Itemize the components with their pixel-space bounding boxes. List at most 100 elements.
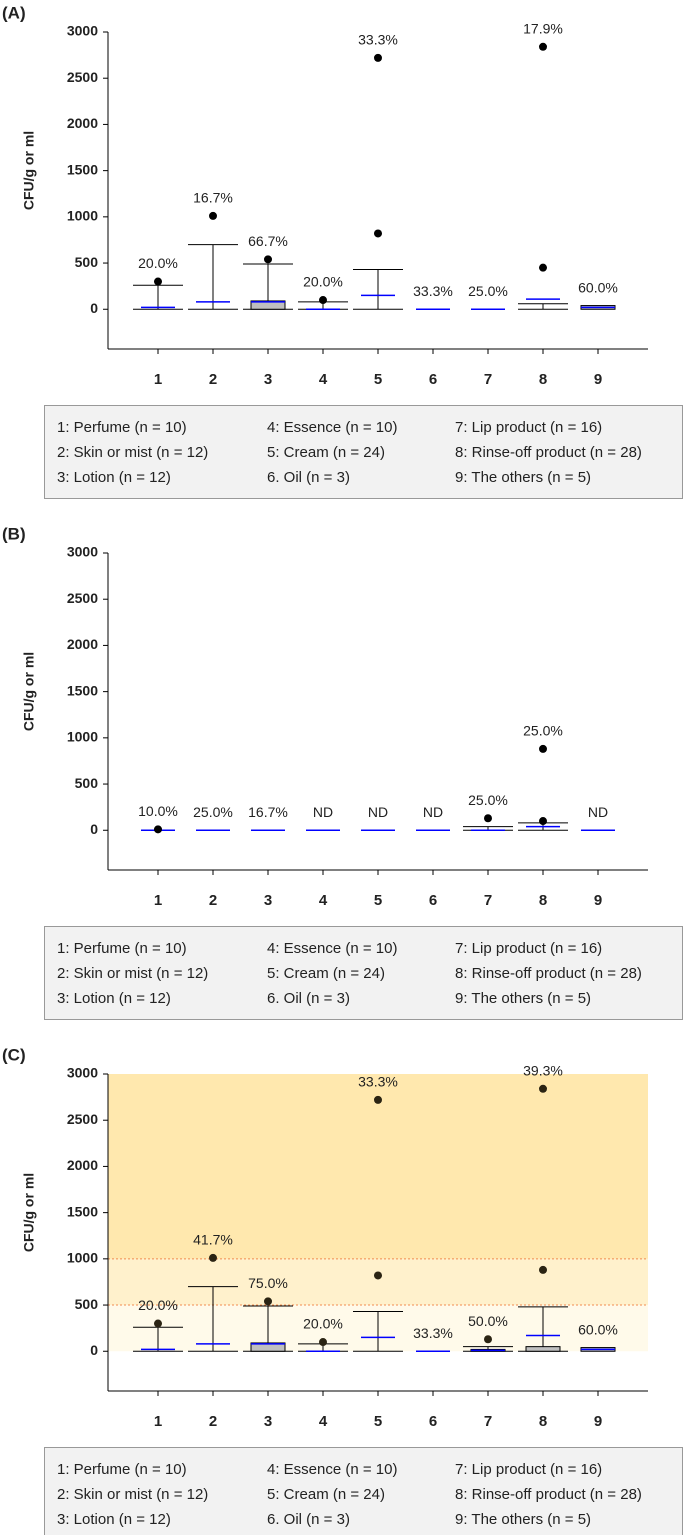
legend-entry: 8: Rinse-off product (n = 28) xyxy=(455,965,642,982)
x-tick-label: 3 xyxy=(264,371,272,388)
legend-entry: 9: The others (n = 5) xyxy=(455,469,591,486)
value-label: 25.0% xyxy=(468,283,508,299)
legend-entry: 4: Essence (n = 10) xyxy=(267,940,398,957)
outlier xyxy=(264,1297,272,1306)
band xyxy=(108,1258,648,1306)
x-tick-label: 6 xyxy=(429,892,437,909)
box xyxy=(250,1342,286,1352)
outlier xyxy=(539,744,547,753)
y-tick-label: 500 xyxy=(75,775,99,791)
x-tick-label: 1 xyxy=(154,371,162,388)
x-tick-label: 3 xyxy=(264,1413,272,1430)
x-tick-label: 2 xyxy=(209,371,217,388)
x-tick-label: 5 xyxy=(374,892,382,909)
y-axis-label: CFU/g or ml xyxy=(21,652,37,731)
legend-entry: 6. Oil (n = 3) xyxy=(267,1511,350,1528)
legend-entry: 7: Lip product (n = 16) xyxy=(455,1461,602,1478)
value-label: 75.0% xyxy=(248,1275,288,1291)
box xyxy=(525,1346,561,1352)
legend-box xyxy=(44,405,683,499)
panel: (A) 0 500 1000 1500 2000 2500 3000 CFU/g or ml 1 2… xyxy=(2,3,683,499)
legend-entry: 4: Essence (n = 10) xyxy=(267,1461,398,1478)
y-axis-label: CFU/g or ml xyxy=(21,131,37,210)
panel-label: (B) xyxy=(2,524,26,543)
x-tick-label: 2 xyxy=(209,1413,217,1430)
value-label: 25.0% xyxy=(193,804,233,820)
outlier xyxy=(484,814,492,823)
legend-entry: 4: Essence (n = 10) xyxy=(267,419,398,436)
legend-entry: 7: Lip product (n = 16) xyxy=(455,419,602,436)
legend-entry: 1: Perfume (n = 10) xyxy=(57,940,187,957)
value-label: 33.3% xyxy=(413,1325,453,1341)
legend-entry: 6. Oil (n = 3) xyxy=(267,469,350,486)
y-tick-label: 2500 xyxy=(67,590,98,606)
value-label: 33.3% xyxy=(358,32,398,48)
x-tick-label: 2 xyxy=(209,892,217,909)
value-label: ND xyxy=(423,804,443,820)
legend-entry: 7: Lip product (n = 16) xyxy=(455,940,602,957)
outlier xyxy=(374,53,382,62)
x-tick-label: 5 xyxy=(374,371,382,388)
legend-entry: 3: Lotion (n = 12) xyxy=(57,469,171,486)
y-tick-label: 500 xyxy=(75,254,99,270)
value-label: 16.7% xyxy=(193,190,233,206)
y-tick-label: 0 xyxy=(90,1342,98,1358)
y-tick-label: 3000 xyxy=(67,1065,98,1081)
x-tick-label: 4 xyxy=(319,371,328,388)
x-tick-label: 8 xyxy=(539,892,547,909)
legend-entry: 2: Skin or mist (n = 12) xyxy=(57,1486,208,1503)
legend-entry: 3: Lotion (n = 12) xyxy=(57,1511,171,1528)
value-label: 20.0% xyxy=(303,274,343,290)
panel-label: (A) xyxy=(2,3,26,22)
x-tick-label: 3 xyxy=(264,892,272,909)
y-tick-label: 1000 xyxy=(67,208,98,224)
x-tick-label: 5 xyxy=(374,1413,382,1430)
legend-entry: 5: Cream (n = 24) xyxy=(267,1486,385,1503)
x-tick-label: 9 xyxy=(594,371,602,388)
panel: (B) 0 500 1000 1500 2000 2500 3000 CFU/g or ml 1 1… xyxy=(2,524,683,1020)
x-tick-label: 1 xyxy=(154,892,162,909)
legend-entry: 9: The others (n = 5) xyxy=(455,1511,591,1528)
y-tick-label: 1000 xyxy=(67,1250,98,1266)
y-tick-label: 0 xyxy=(90,821,98,837)
value-label: ND xyxy=(313,804,333,820)
legend-entry: 3: Lotion (n = 12) xyxy=(57,990,171,1007)
legend-box xyxy=(44,926,683,1020)
y-tick-label: 0 xyxy=(90,300,98,316)
legend-entry: 1: Perfume (n = 10) xyxy=(57,419,187,436)
box xyxy=(250,300,286,310)
value-label: 17.9% xyxy=(523,20,563,36)
y-tick-label: 1500 xyxy=(67,161,98,177)
y-tick-label: 500 xyxy=(75,1296,99,1312)
x-tick-label: 7 xyxy=(484,371,492,388)
outlier xyxy=(319,296,327,305)
value-label: 16.7% xyxy=(248,804,288,820)
outlier xyxy=(154,277,162,286)
value-label: 25.0% xyxy=(468,792,508,808)
y-tick-label: 2500 xyxy=(67,69,98,85)
x-tick-label: 7 xyxy=(484,1413,492,1430)
y-tick-label: 3000 xyxy=(67,544,98,560)
x-tick-label: 6 xyxy=(429,1413,437,1430)
y-tick-label: 1500 xyxy=(67,682,98,698)
value-label: 33.3% xyxy=(413,283,453,299)
x-tick-label: 8 xyxy=(539,1413,547,1430)
value-label: 20.0% xyxy=(303,1316,343,1332)
value-label: 60.0% xyxy=(578,279,618,295)
x-tick-label: 1 xyxy=(154,1413,162,1430)
legend-entry: 2: Skin or mist (n = 12) xyxy=(57,444,208,461)
x-tick-label: 4 xyxy=(319,1413,328,1430)
y-tick-label: 2500 xyxy=(67,1111,98,1127)
value-label: 39.3% xyxy=(523,1062,563,1078)
outlier xyxy=(209,1253,217,1262)
legend-entry: 9: The others (n = 5) xyxy=(455,990,591,1007)
y-tick-label: 2000 xyxy=(67,1157,98,1173)
outlier xyxy=(484,1335,492,1344)
outlier xyxy=(374,1271,382,1280)
y-tick-label: 2000 xyxy=(67,636,98,652)
value-label: 20.0% xyxy=(138,255,178,271)
value-label: 41.7% xyxy=(193,1232,233,1248)
value-label: 10.0% xyxy=(138,803,178,819)
value-label: 60.0% xyxy=(578,1321,618,1337)
